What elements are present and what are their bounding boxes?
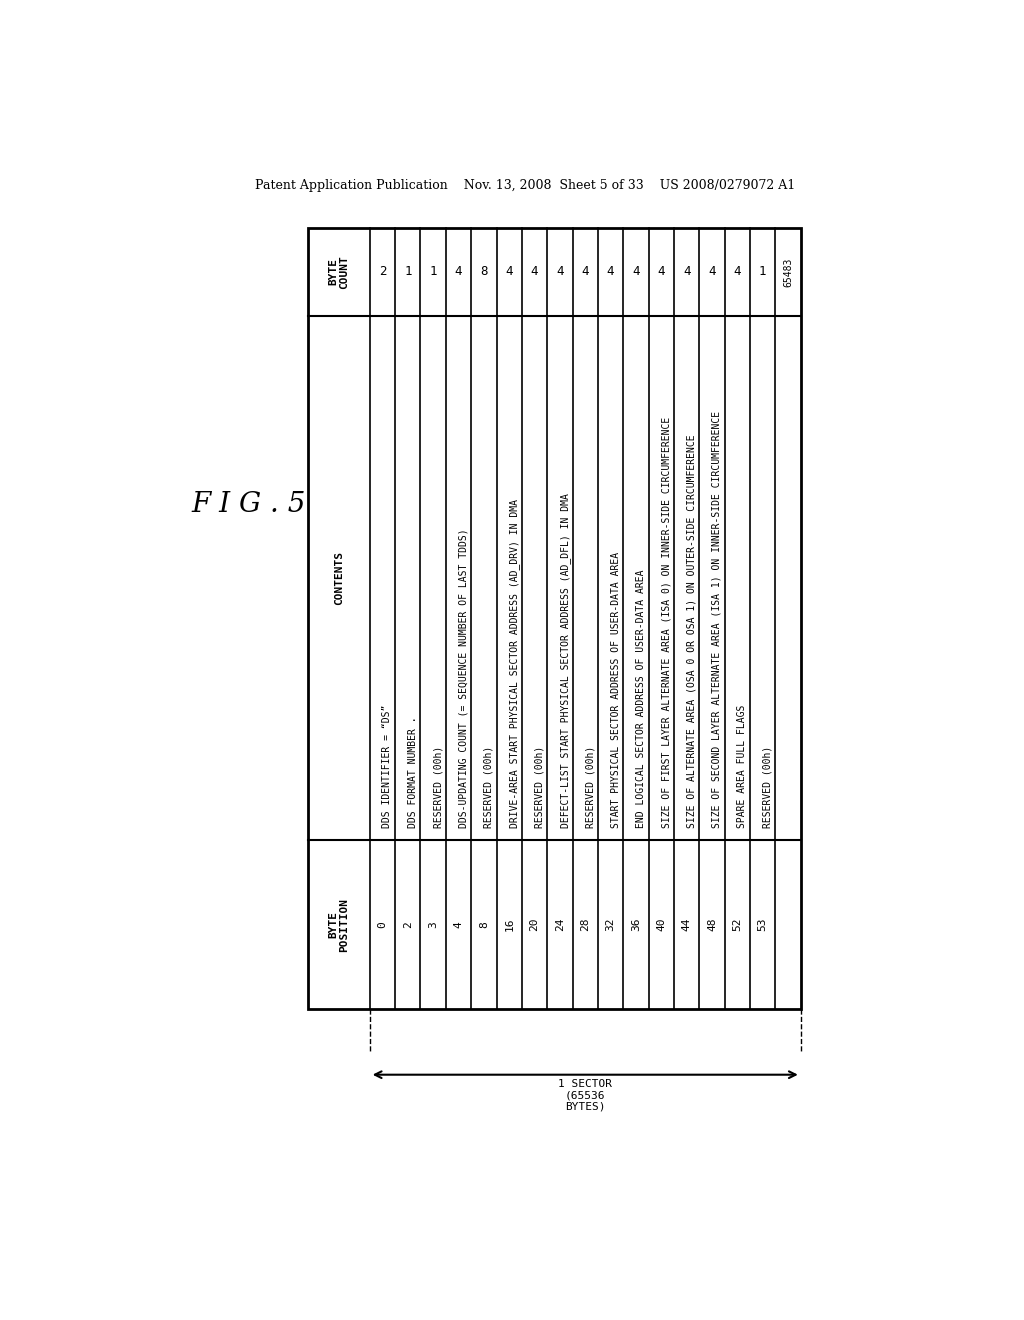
Text: 8: 8 bbox=[480, 265, 487, 279]
Text: 1 SECTOR
(65536
BYTES): 1 SECTOR (65536 BYTES) bbox=[558, 1078, 612, 1111]
Text: 28: 28 bbox=[581, 917, 590, 932]
Text: 4: 4 bbox=[632, 265, 640, 279]
Text: SIZE OF SECOND LAYER ALTERNATE AREA (ISA 1) ON INNER-SIDE CIRCUMFERENCE: SIZE OF SECOND LAYER ALTERNATE AREA (ISA… bbox=[712, 411, 722, 829]
Text: BYTE
POSITION: BYTE POSITION bbox=[328, 898, 349, 952]
Text: 1: 1 bbox=[759, 265, 766, 279]
Text: 36: 36 bbox=[631, 917, 641, 932]
Text: 4: 4 bbox=[733, 265, 741, 279]
Text: RESERVED (00h): RESERVED (00h) bbox=[586, 746, 595, 829]
Text: DDS-UPDATING COUNT (= SEQUENCE NUMBER OF LAST TDDS): DDS-UPDATING COUNT (= SEQUENCE NUMBER OF… bbox=[459, 529, 469, 829]
Text: 40: 40 bbox=[656, 917, 667, 932]
Text: 4: 4 bbox=[455, 265, 462, 279]
Text: RESERVED (00h): RESERVED (00h) bbox=[433, 746, 443, 829]
Text: DDS FORMAT NUMBER .: DDS FORMAT NUMBER . bbox=[408, 717, 418, 829]
Text: 48: 48 bbox=[707, 917, 717, 932]
Bar bbox=[308, 227, 801, 1010]
Text: 4: 4 bbox=[454, 921, 464, 928]
Text: RESERVED (00h): RESERVED (00h) bbox=[535, 746, 545, 829]
Text: 4: 4 bbox=[556, 265, 563, 279]
Text: 52: 52 bbox=[732, 917, 742, 932]
Text: START PHYSICAL SECTOR ADDRESS OF USER-DATA AREA: START PHYSICAL SECTOR ADDRESS OF USER-DA… bbox=[610, 552, 621, 829]
Text: BYTE
COUNT: BYTE COUNT bbox=[328, 255, 349, 289]
Text: DRIVE-AREA START PHYSICAL SECTOR ADDRESS (AD_DRV) IN DMA: DRIVE-AREA START PHYSICAL SECTOR ADDRESS… bbox=[509, 499, 520, 829]
Text: SIZE OF FIRST LAYER ALTERNATE AREA (ISA 0) ON INNER-SIDE CIRCUMFERENCE: SIZE OF FIRST LAYER ALTERNATE AREA (ISA … bbox=[662, 417, 672, 829]
Text: RESERVED (00h): RESERVED (00h) bbox=[763, 746, 773, 829]
Text: F I G . 5: F I G . 5 bbox=[190, 491, 305, 519]
Text: 1: 1 bbox=[429, 265, 437, 279]
Text: DEFECT-LIST START PHYSICAL SECTOR ADDRESS (AD_DFL) IN DMA: DEFECT-LIST START PHYSICAL SECTOR ADDRES… bbox=[560, 494, 570, 829]
Text: RESERVED (00h): RESERVED (00h) bbox=[484, 746, 494, 829]
Text: 4: 4 bbox=[607, 265, 614, 279]
Text: SPARE AREA FULL FLAGS: SPARE AREA FULL FLAGS bbox=[737, 705, 748, 829]
Text: 8: 8 bbox=[479, 921, 488, 928]
Text: 53: 53 bbox=[758, 917, 768, 932]
Text: 4: 4 bbox=[530, 265, 539, 279]
Text: 32: 32 bbox=[605, 917, 615, 932]
Text: 3: 3 bbox=[428, 921, 438, 928]
Text: CONTENTS: CONTENTS bbox=[334, 550, 344, 605]
Text: 4: 4 bbox=[683, 265, 690, 279]
Text: SIZE OF ALTERNATE AREA (OSA 0 OR OSA 1) ON OUTER-SIDE CIRCUMFERENCE: SIZE OF ALTERNATE AREA (OSA 0 OR OSA 1) … bbox=[687, 434, 696, 829]
Text: Patent Application Publication    Nov. 13, 2008  Sheet 5 of 33    US 2008/027907: Patent Application Publication Nov. 13, … bbox=[255, 178, 795, 191]
Text: 2: 2 bbox=[402, 921, 413, 928]
Text: 4: 4 bbox=[657, 265, 665, 279]
Text: 0: 0 bbox=[378, 921, 387, 928]
Text: END LOGICAL SECTOR ADDRESS OF USER-DATA AREA: END LOGICAL SECTOR ADDRESS OF USER-DATA … bbox=[636, 570, 646, 829]
Text: 65483: 65483 bbox=[783, 257, 793, 286]
Text: 20: 20 bbox=[529, 917, 540, 932]
Text: 4: 4 bbox=[709, 265, 716, 279]
Text: DDS IDENTIFIER = “DS”: DDS IDENTIFIER = “DS” bbox=[383, 705, 392, 829]
Text: 4: 4 bbox=[506, 265, 513, 279]
Text: 44: 44 bbox=[682, 917, 691, 932]
Text: 1: 1 bbox=[404, 265, 412, 279]
Text: 16: 16 bbox=[504, 917, 514, 932]
Text: 24: 24 bbox=[555, 917, 565, 932]
Text: 2: 2 bbox=[379, 265, 386, 279]
Text: 4: 4 bbox=[582, 265, 589, 279]
